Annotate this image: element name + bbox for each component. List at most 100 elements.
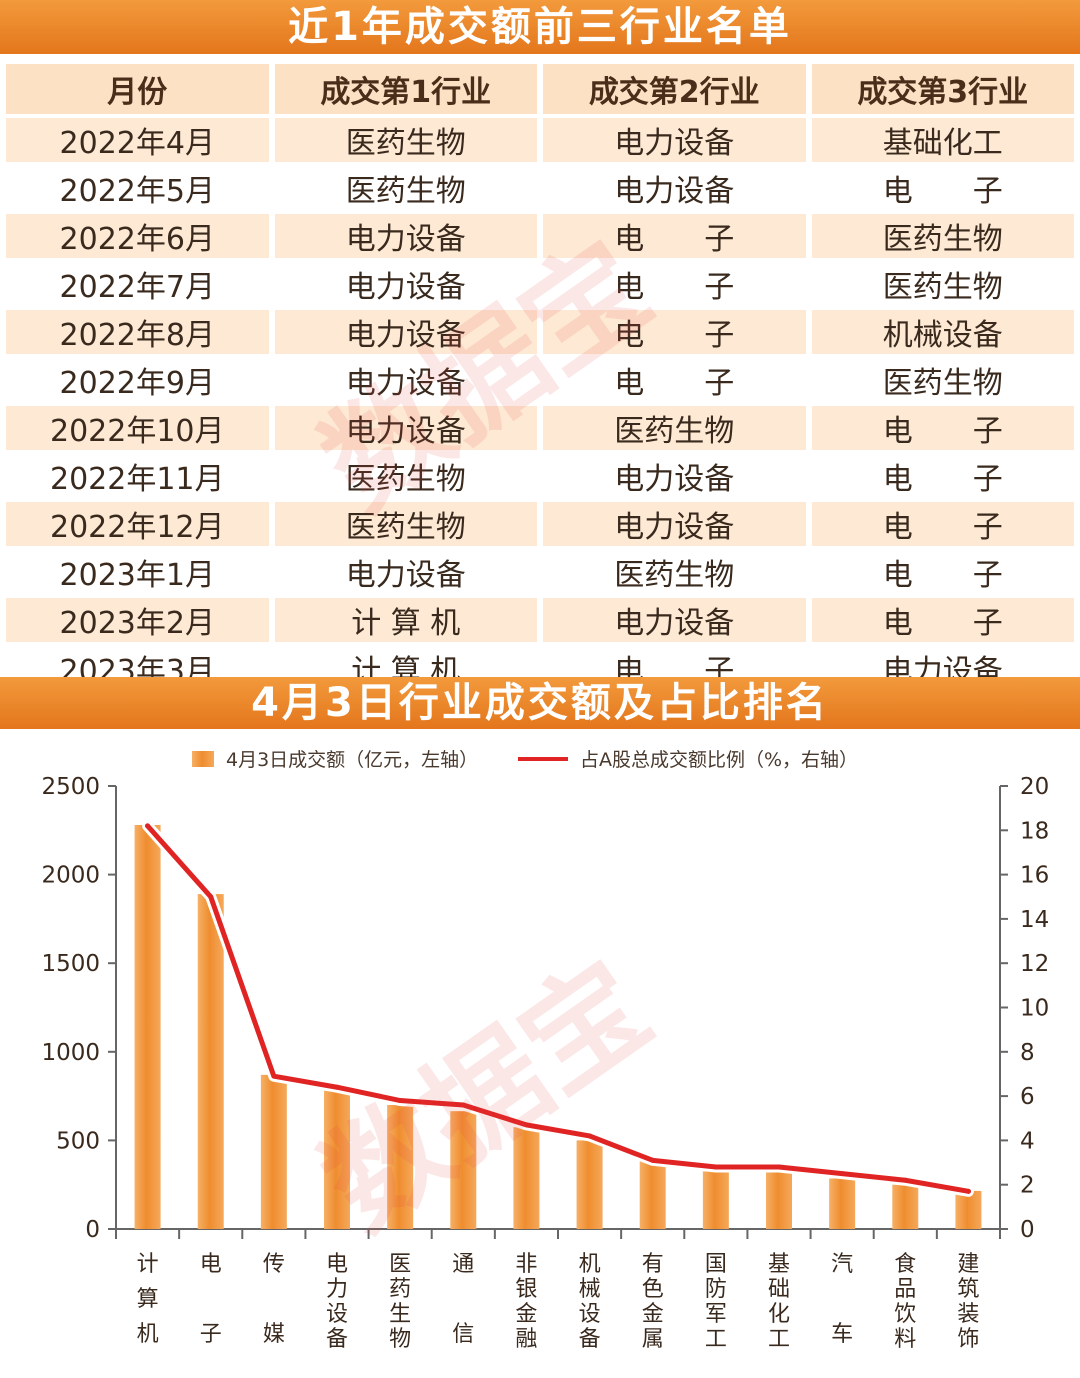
x-category-label: 计算机 [137,1252,159,1347]
table-row: 2022年10月 电力设备 医药生物电 子 [6,406,1074,450]
table-cell: 2023年2月 [6,598,269,642]
table-cell: 2022年10月 [6,406,269,450]
y-left-tick-label: 500 [56,1128,100,1154]
x-category-label: 电力设备 [326,1252,348,1352]
table-cell: 电 子 [811,550,1074,594]
table-cell: 电力设备 [274,310,537,354]
industry-table: 月份 成交第1行业 成交第2行业 成交第3行业 2022年4月 医药生物 电力设备 基础化工… [0,60,1080,694]
table-cell: 电 子 [811,406,1074,450]
table-row: 2022年8月 电力设备电 子机械设备 [6,310,1074,354]
table-row: 2023年1月 电力设备 医药生物电 子 [6,550,1074,594]
legend-bar-label: 4月3日成交额（亿元，左轴） [226,749,478,771]
table-cell: 电力设备 [543,598,806,642]
table-row: 2022年5月 医药生物 电力设备电 子 [6,166,1074,210]
x-category-label: 电子 [200,1252,222,1347]
table-header-cell: 月份 [6,64,269,114]
table-cell: 电力设备 [543,118,806,162]
bar [134,824,161,1229]
table-cell: 电 子 [811,454,1074,498]
ratio-point [208,894,214,900]
bar [197,894,224,1229]
ratio-point [902,1177,908,1183]
table-cell: 电力设备 [274,406,537,450]
table-cell: 医药生物 [811,214,1074,258]
x-category-label: 有色金属 [642,1252,664,1352]
ratio-point [523,1122,529,1128]
legend-line-label: 占A股总成交额比例（%，右轴） [580,749,858,771]
table-cell: 电力设备 [543,454,806,498]
table-row: 2022年9月 电力设备电 子医药生物 [6,358,1074,402]
bar [387,1104,414,1229]
table-header-cell: 成交第3行业 [811,64,1074,114]
table-cell: 医药生物 [811,358,1074,402]
bar [260,1074,287,1229]
bar [450,1111,477,1229]
table-cell: 2022年5月 [6,166,269,210]
table-cell: 电 子 [811,166,1074,210]
y-right-tick-label: 14 [1020,907,1049,933]
table-row: 2023年2月计 算 机电力设备电 子 [6,598,1074,642]
ratio-point [776,1164,782,1170]
table-cell: 基础化工 [811,118,1074,162]
table-cell: 2022年8月 [6,310,269,354]
x-category-label: 国防军工 [705,1252,727,1352]
table-cell: 电力设备 [274,358,537,402]
table-row: 2022年6月 电力设备电 子医药生物 [6,214,1074,258]
table-cell: 电 子 [811,502,1074,546]
bar [324,1090,350,1229]
table-cell: 2022年12月 [6,502,269,546]
y-right-tick-label: 10 [1020,996,1049,1022]
table-cell: 电力设备 [543,502,806,546]
ratio-point [587,1133,593,1139]
bar [955,1190,982,1229]
y-right-tick-label: 12 [1020,951,1049,977]
table-cell: 电 子 [543,262,806,306]
y-right-tick-label: 0 [1020,1217,1035,1243]
x-category-label: 非银金融 [515,1252,537,1352]
y-right-tick-label: 4 [1020,1128,1035,1154]
table-row: 2022年4月 医药生物 电力设备 基础化工 [6,118,1074,162]
table-row: 2022年7月 电力设备电 子医药生物 [6,262,1074,306]
ratio-line [145,823,971,1194]
y-left-tick-label: 1000 [41,1040,100,1066]
x-category-label: 食品饮料 [894,1252,916,1352]
ratio-point [397,1098,403,1104]
chart-title: 4月3日行业成交额及占比排名 [0,677,1080,729]
table-cell: 医药生物 [274,502,537,546]
table-header-cell: 成交第1行业 [274,64,537,114]
table-cell: 电力设备 [274,550,537,594]
bar [513,1127,540,1229]
table-cell: 2022年9月 [6,358,269,402]
table-title: 近1年成交额前三行业名单 [0,0,1080,54]
table-cell: 医药生物 [543,550,806,594]
table-cell: 电力设备 [543,166,806,210]
ratio-point [334,1084,340,1090]
ratio-point [145,823,151,829]
y-right-tick-label: 8 [1020,1040,1035,1066]
x-category-label: 机械设备 [579,1252,601,1352]
bar [639,1160,666,1229]
table-cell: 电 子 [543,358,806,402]
table-cell: 2022年6月 [6,214,269,258]
bar [576,1140,603,1229]
x-category-label: 传媒 [263,1252,285,1347]
y-right-tick-label: 6 [1020,1084,1035,1110]
table-header-row: 月份 成交第1行业 成交第2行业 成交第3行业 [6,64,1074,114]
table-cell: 医药生物 [811,262,1074,306]
table-cell: 2022年7月 [6,262,269,306]
ratio-point [965,1188,971,1194]
table-cell: 2022年4月 [6,118,269,162]
table-cell: 机械设备 [811,310,1074,354]
table-row: 2022年11月 医药生物 电力设备电 子 [6,454,1074,498]
y-left-tick-label: 0 [85,1217,100,1243]
table-cell: 医药生物 [274,454,537,498]
ratio-point [460,1102,466,1108]
y-left-tick-label: 2000 [41,863,100,889]
table-cell: 电力设备 [274,262,537,306]
ratio-point [713,1164,719,1170]
bar [829,1178,856,1229]
x-category-label: 基础化工 [768,1252,790,1352]
x-category-label: 汽车 [831,1252,853,1347]
table-cell: 电 子 [811,598,1074,642]
table-cell: 电 子 [543,310,806,354]
